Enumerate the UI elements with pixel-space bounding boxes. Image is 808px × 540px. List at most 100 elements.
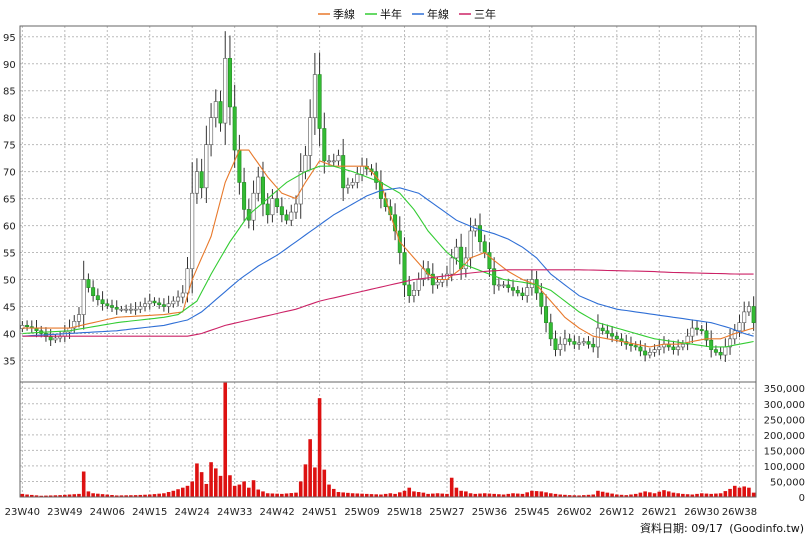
volume-bar: [487, 493, 492, 497]
volume-bar: [468, 493, 473, 497]
candle-body: [482, 241, 487, 253]
volume-tick-label: 250,000: [764, 415, 805, 426]
volume-bar: [77, 493, 81, 497]
candle-body: [435, 281, 440, 286]
candle-body: [265, 203, 270, 216]
volume-bar: [53, 495, 58, 497]
candle-body: [430, 273, 435, 286]
volume-bar: [327, 484, 331, 497]
volume-bar: [251, 480, 256, 497]
candle-body: [232, 106, 237, 151]
volume-tick-label: 350,000: [764, 384, 805, 395]
volume-bar: [124, 495, 128, 497]
volume-bar: [610, 493, 614, 497]
volume-bar: [732, 485, 737, 497]
volume-panel-frame: [19, 381, 757, 498]
candle-body: [577, 342, 582, 345]
candle-body: [251, 192, 256, 221]
candle-body: [742, 311, 747, 323]
price-tick-label: 40: [3, 329, 16, 340]
candle-body: [355, 174, 360, 183]
volume-bar: [699, 493, 704, 497]
candle-body: [350, 182, 355, 186]
volume-bar: [185, 485, 190, 497]
volume-bar: [723, 491, 728, 497]
candle-body: [308, 117, 313, 156]
candle-body: [501, 284, 506, 287]
candle-body: [345, 184, 350, 189]
volume-tick-label: 50,000: [770, 477, 805, 488]
legend-label-0: 季線: [333, 7, 355, 21]
candle-body: [695, 327, 700, 330]
candle-body: [459, 246, 464, 270]
candle-body: [72, 321, 77, 329]
volume-bar: [171, 490, 176, 497]
volume-bar: [398, 492, 402, 497]
candle-body: [279, 206, 284, 216]
volume-bar: [58, 495, 62, 497]
volume-bar: [44, 495, 48, 497]
volume-bar: [563, 494, 567, 497]
candle-body: [204, 144, 209, 189]
candle-body: [312, 74, 317, 118]
candle-body: [610, 333, 615, 337]
volume-bar: [119, 495, 124, 497]
candle-body: [411, 290, 416, 296]
volume-bar: [369, 494, 374, 497]
volume-bar: [412, 491, 416, 497]
price-tick-label: 55: [3, 249, 16, 260]
candle-body: [402, 252, 407, 286]
candle-body: [605, 330, 610, 334]
volume-bar: [147, 494, 152, 497]
volume-bar: [223, 382, 228, 497]
candle-body: [152, 300, 157, 304]
candle-body: [553, 338, 558, 350]
volume-bar: [478, 493, 482, 497]
volume-bar: [657, 491, 662, 497]
volume-bar: [440, 493, 445, 497]
candle-body: [628, 343, 633, 346]
volume-tick-label: 0: [799, 493, 805, 504]
volume-bar: [86, 491, 91, 497]
candle-body: [213, 101, 218, 118]
candle-body: [657, 346, 662, 350]
volume-bar: [530, 490, 534, 497]
volume-bar: [270, 493, 275, 497]
week-tick-label: 25W45: [514, 507, 549, 518]
week-tick-label: 26W02: [557, 507, 592, 518]
candle-body: [76, 314, 81, 322]
volume-bar: [72, 494, 77, 497]
week-tick-label: 24W33: [217, 507, 252, 518]
volume-bar: [346, 492, 350, 497]
candle-body: [209, 117, 214, 145]
volume-bar: [681, 493, 685, 497]
volume-bar: [247, 487, 251, 497]
volume-bar: [289, 493, 294, 497]
candle-body: [567, 338, 572, 342]
candle-body: [25, 325, 30, 328]
candle-body: [327, 160, 332, 163]
volume-bar: [138, 494, 143, 497]
volume-bar: [464, 491, 468, 497]
candle-body: [647, 352, 652, 356]
candle-body: [105, 303, 110, 306]
candle-body: [515, 290, 520, 294]
candle-body: [737, 322, 742, 332]
volume-bar: [360, 493, 364, 497]
volume-bar: [473, 493, 478, 497]
candle-body: [171, 300, 176, 305]
volume-bar: [615, 494, 619, 497]
source-label: (Goodinfo.tw): [729, 522, 804, 535]
candle-body: [138, 306, 143, 310]
week-tick-label: 24W51: [302, 507, 337, 518]
price-tick-label: 95: [3, 33, 16, 44]
volume-bar: [63, 494, 67, 497]
volume-bar: [30, 494, 34, 497]
volume-bar: [218, 475, 223, 497]
volume-bar: [449, 477, 454, 497]
candle-body: [496, 284, 501, 287]
volume-bar: [539, 491, 544, 497]
price-tick-label: 45: [3, 302, 16, 313]
candle-body: [100, 299, 105, 305]
volume-bar: [388, 493, 393, 497]
